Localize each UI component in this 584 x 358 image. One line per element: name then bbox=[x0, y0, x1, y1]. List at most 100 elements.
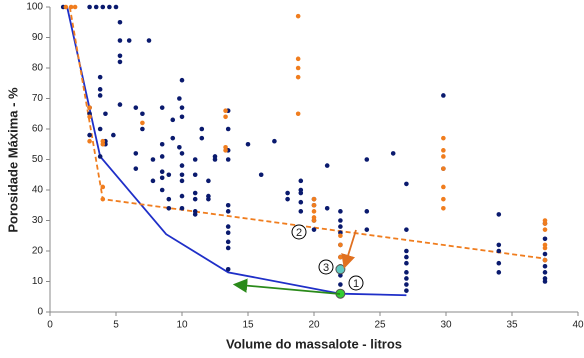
x-tick-label: 20 bbox=[308, 320, 320, 331]
point bbox=[223, 108, 228, 113]
point bbox=[338, 224, 343, 229]
point bbox=[285, 196, 290, 202]
point bbox=[404, 270, 409, 275]
point bbox=[404, 254, 409, 260]
y-tick-label: 80 bbox=[32, 63, 44, 74]
point bbox=[133, 105, 139, 110]
point bbox=[192, 190, 198, 196]
point bbox=[113, 4, 119, 10]
point bbox=[364, 227, 370, 232]
point bbox=[272, 138, 277, 144]
callout-circle bbox=[348, 275, 364, 291]
point bbox=[225, 239, 231, 245]
y-tick-label: 90 bbox=[32, 32, 44, 43]
point bbox=[192, 196, 198, 202]
point bbox=[441, 166, 446, 171]
point bbox=[298, 190, 304, 196]
point bbox=[496, 248, 502, 254]
point bbox=[179, 178, 185, 184]
point bbox=[311, 196, 317, 202]
orange-arrow bbox=[341, 229, 357, 269]
point bbox=[404, 288, 409, 293]
y-tick-label: 70 bbox=[32, 93, 44, 104]
point bbox=[295, 74, 301, 80]
point bbox=[179, 163, 185, 168]
point bbox=[225, 267, 231, 272]
callout-circle bbox=[318, 259, 334, 275]
point bbox=[441, 196, 446, 202]
point bbox=[100, 141, 106, 147]
point bbox=[542, 257, 548, 263]
point bbox=[179, 193, 185, 199]
point bbox=[225, 157, 231, 162]
point bbox=[441, 148, 446, 153]
point bbox=[107, 4, 112, 10]
point bbox=[87, 105, 92, 110]
y-tick-label: 40 bbox=[32, 185, 44, 196]
point bbox=[225, 224, 231, 229]
front-line bbox=[66, 6, 407, 297]
point bbox=[225, 202, 231, 208]
point bbox=[404, 282, 409, 287]
point bbox=[192, 157, 198, 162]
point bbox=[496, 212, 502, 217]
point bbox=[206, 178, 211, 184]
point bbox=[404, 276, 409, 281]
point bbox=[390, 151, 396, 156]
point bbox=[404, 181, 409, 187]
point bbox=[223, 148, 228, 153]
point bbox=[159, 141, 165, 147]
point bbox=[159, 187, 165, 193]
point bbox=[225, 126, 231, 132]
point bbox=[496, 242, 502, 248]
point bbox=[177, 96, 182, 101]
point bbox=[140, 111, 145, 117]
point bbox=[364, 157, 370, 162]
x-axis-title: Volume do massalote - litros bbox=[226, 336, 402, 351]
x-tick-label: 15 bbox=[242, 320, 254, 331]
point bbox=[542, 270, 548, 275]
point bbox=[179, 77, 185, 83]
point bbox=[311, 227, 317, 232]
x-tick-label: 35 bbox=[506, 320, 518, 331]
point bbox=[212, 157, 218, 162]
point bbox=[338, 233, 343, 239]
point bbox=[245, 141, 251, 147]
point bbox=[140, 120, 145, 126]
plot-area: 0 10 20 30 40 50 60 70 80 90 100 0 5 10 15 20 25 30 35 40 bbox=[26, 2, 584, 331]
point bbox=[542, 245, 548, 251]
point bbox=[97, 87, 103, 92]
point bbox=[159, 175, 165, 181]
point bbox=[225, 209, 231, 214]
point bbox=[258, 172, 264, 178]
front-line bbox=[68, 6, 546, 260]
point bbox=[295, 65, 301, 71]
y-tick-label: 20 bbox=[32, 246, 44, 257]
point bbox=[441, 154, 446, 159]
point bbox=[159, 105, 165, 110]
point bbox=[179, 105, 185, 110]
point bbox=[133, 166, 139, 171]
point bbox=[179, 206, 185, 211]
point bbox=[542, 221, 548, 226]
point bbox=[179, 172, 185, 178]
point bbox=[117, 38, 123, 43]
x-tick-label: 30 bbox=[440, 320, 452, 331]
x-tick-label: 10 bbox=[176, 320, 188, 331]
point bbox=[404, 227, 409, 232]
point bbox=[140, 126, 145, 132]
y-axis-title: Porosidade Máxima - % bbox=[5, 87, 20, 233]
point bbox=[159, 154, 165, 159]
point bbox=[298, 178, 304, 184]
point bbox=[295, 56, 301, 62]
point bbox=[324, 163, 330, 168]
callout-label: 1 bbox=[353, 278, 359, 290]
point bbox=[150, 157, 156, 162]
x-tick-label: 0 bbox=[47, 320, 53, 331]
point bbox=[335, 264, 346, 275]
point bbox=[100, 4, 106, 10]
point bbox=[338, 273, 343, 278]
x-tick-label: 5 bbox=[113, 320, 119, 331]
point bbox=[179, 151, 185, 156]
